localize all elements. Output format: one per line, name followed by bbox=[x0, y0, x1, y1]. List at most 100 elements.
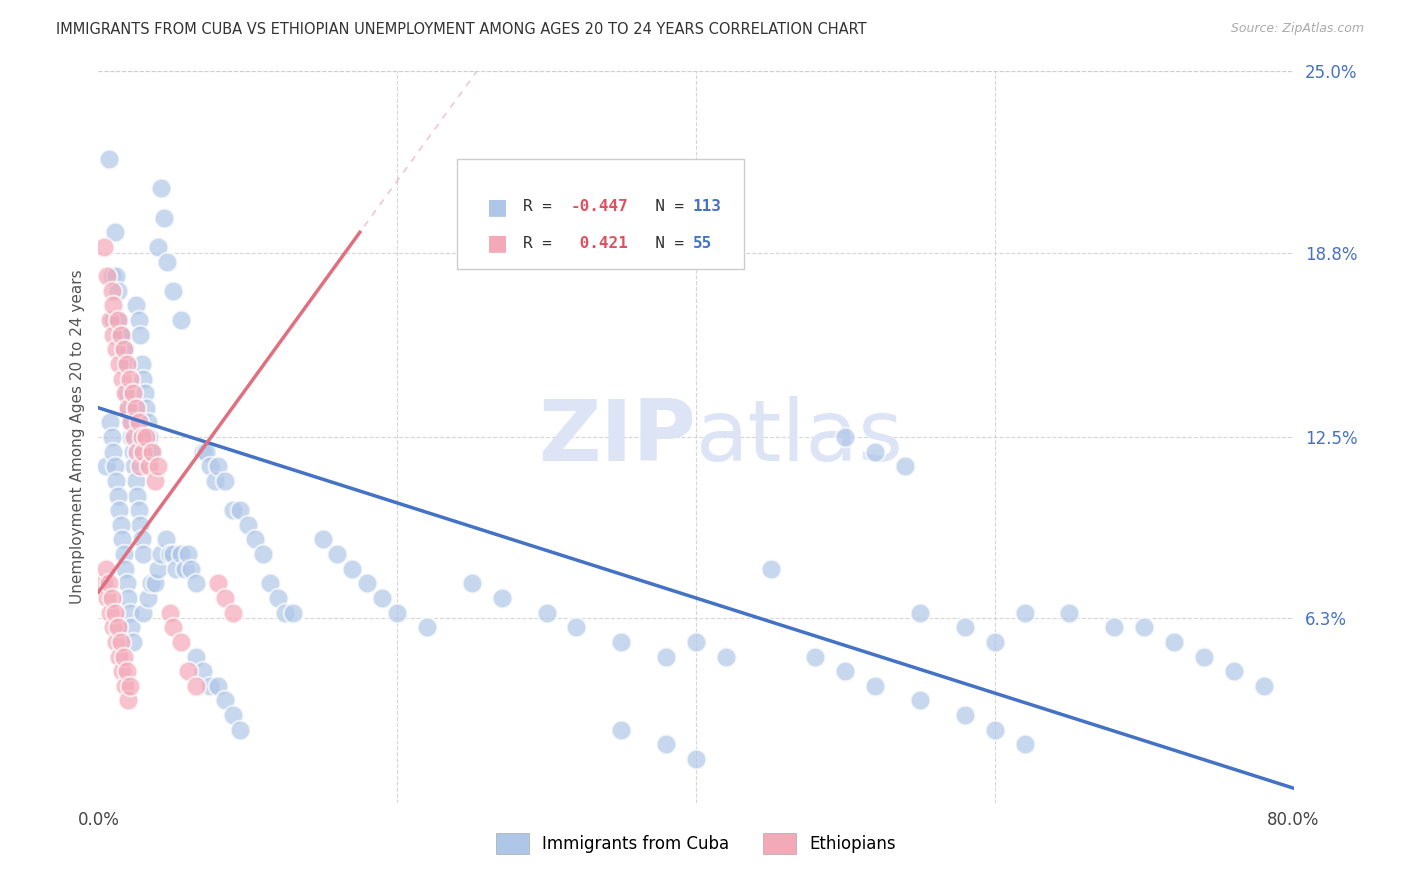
Point bbox=[162, 547, 184, 561]
Point bbox=[104, 225, 127, 239]
Point bbox=[124, 430, 146, 444]
Point bbox=[112, 649, 135, 664]
Point bbox=[195, 444, 218, 458]
Point bbox=[114, 386, 136, 401]
Point bbox=[222, 606, 245, 620]
Point bbox=[177, 547, 200, 561]
Point bbox=[128, 416, 150, 430]
Point bbox=[112, 547, 135, 561]
Point bbox=[1223, 664, 1246, 678]
Point bbox=[155, 533, 177, 547]
Point bbox=[953, 708, 976, 723]
Point bbox=[165, 562, 187, 576]
Point bbox=[162, 284, 184, 298]
Point bbox=[93, 576, 115, 591]
Point bbox=[274, 606, 297, 620]
Point bbox=[132, 547, 155, 561]
Point bbox=[135, 401, 157, 415]
Point bbox=[105, 635, 128, 649]
Point bbox=[121, 444, 143, 458]
Point bbox=[908, 606, 931, 620]
Point bbox=[214, 591, 236, 605]
Text: -0.447: -0.447 bbox=[571, 199, 628, 214]
Point bbox=[416, 620, 439, 634]
Point bbox=[371, 591, 394, 605]
Point bbox=[984, 635, 1007, 649]
Point bbox=[110, 517, 132, 532]
Point bbox=[169, 547, 191, 561]
Point bbox=[127, 489, 149, 503]
Point bbox=[132, 444, 155, 458]
Point bbox=[610, 723, 633, 737]
Point bbox=[565, 620, 588, 634]
Point bbox=[112, 343, 135, 357]
Point bbox=[114, 679, 136, 693]
Point bbox=[107, 313, 129, 327]
Point bbox=[128, 313, 150, 327]
Point bbox=[111, 664, 134, 678]
Point bbox=[184, 649, 207, 664]
Point bbox=[128, 503, 150, 517]
Point bbox=[894, 459, 917, 474]
Point bbox=[97, 576, 120, 591]
Point bbox=[214, 474, 236, 488]
Text: 113: 113 bbox=[692, 199, 721, 214]
Point bbox=[103, 444, 125, 458]
Point bbox=[120, 416, 142, 430]
Point bbox=[111, 533, 134, 547]
Point bbox=[1192, 649, 1215, 664]
Point bbox=[129, 459, 152, 474]
Point bbox=[108, 649, 131, 664]
Point bbox=[150, 181, 173, 195]
Point bbox=[342, 562, 364, 576]
Point bbox=[214, 693, 236, 707]
Point bbox=[97, 152, 120, 166]
Point bbox=[1014, 737, 1036, 751]
Point bbox=[136, 416, 159, 430]
Point bbox=[385, 606, 409, 620]
Point bbox=[94, 562, 117, 576]
Point bbox=[127, 444, 149, 458]
Point bbox=[118, 371, 141, 385]
Point bbox=[252, 547, 274, 561]
Point bbox=[129, 517, 152, 532]
Point bbox=[259, 576, 281, 591]
Point bbox=[834, 430, 856, 444]
Point bbox=[124, 459, 146, 474]
Point bbox=[156, 254, 179, 268]
Point bbox=[117, 693, 139, 707]
Point bbox=[93, 240, 115, 254]
Legend: Immigrants from Cuba, Ethiopians: Immigrants from Cuba, Ethiopians bbox=[489, 827, 903, 860]
Point bbox=[207, 459, 229, 474]
Point bbox=[117, 401, 139, 415]
Point bbox=[908, 693, 931, 707]
Point bbox=[162, 620, 184, 634]
Text: R =: R = bbox=[523, 235, 561, 251]
Point bbox=[132, 371, 155, 385]
Text: atlas: atlas bbox=[696, 395, 904, 479]
Point bbox=[222, 708, 245, 723]
Text: IMMIGRANTS FROM CUBA VS ETHIOPIAN UNEMPLOYMENT AMONG AGES 20 TO 24 YEARS CORRELA: IMMIGRANTS FROM CUBA VS ETHIOPIAN UNEMPL… bbox=[56, 22, 868, 37]
Text: Source: ZipAtlas.com: Source: ZipAtlas.com bbox=[1230, 22, 1364, 36]
Point bbox=[138, 430, 160, 444]
Point bbox=[153, 211, 176, 225]
Text: ■: ■ bbox=[486, 196, 508, 217]
Point bbox=[143, 576, 166, 591]
Point bbox=[207, 679, 229, 693]
Point bbox=[148, 240, 170, 254]
FancyBboxPatch shape bbox=[457, 159, 744, 268]
Point bbox=[114, 562, 136, 576]
Point bbox=[104, 459, 127, 474]
Point bbox=[132, 606, 155, 620]
Point bbox=[311, 533, 333, 547]
Point bbox=[111, 327, 134, 342]
Point bbox=[1059, 606, 1081, 620]
Point bbox=[655, 737, 678, 751]
Point bbox=[245, 533, 267, 547]
Point bbox=[169, 635, 191, 649]
Point bbox=[98, 416, 122, 430]
Text: N =: N = bbox=[637, 199, 695, 214]
Point bbox=[229, 503, 252, 517]
Point bbox=[184, 576, 207, 591]
Point bbox=[103, 313, 125, 327]
